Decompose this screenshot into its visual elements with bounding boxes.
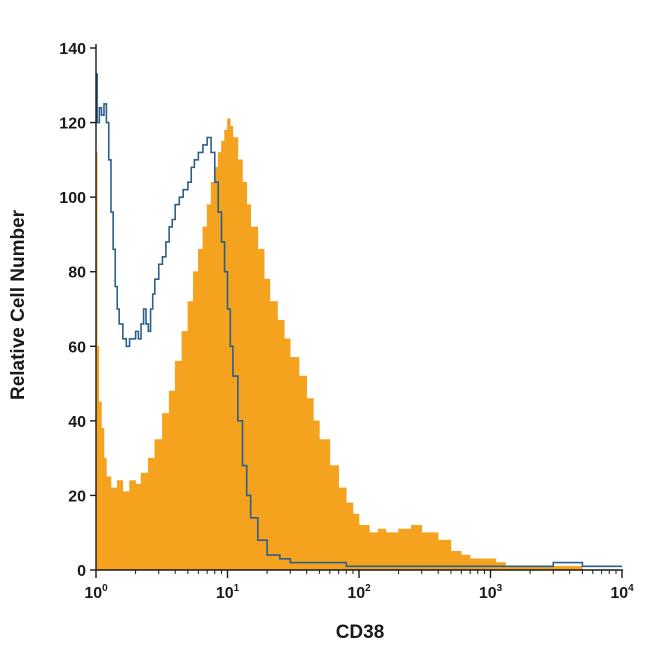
y-tick-label: 140 bbox=[59, 41, 86, 58]
x-tick-label: 101 bbox=[216, 583, 240, 602]
filled-histogram-area bbox=[95, 118, 622, 571]
y-tick-label: 100 bbox=[59, 190, 86, 207]
ticks-layer: 0 20 40 60 80 100 120 140 100 101 102 103 104 bbox=[59, 41, 634, 602]
y-tick-label: 0 bbox=[77, 563, 86, 580]
y-axis-title: Relative Cell Number bbox=[8, 209, 29, 400]
outline-histogram-line bbox=[96, 73, 622, 568]
x-tick-label: 102 bbox=[347, 583, 371, 602]
x-axis-title: CD38 bbox=[336, 622, 385, 643]
series-filled-histogram bbox=[95, 118, 622, 571]
series-outline-histogram bbox=[96, 73, 622, 568]
series-layer bbox=[95, 73, 622, 571]
y-tick-label: 80 bbox=[68, 265, 86, 282]
x-tick-label: 100 bbox=[84, 583, 108, 602]
x-tick-label: 103 bbox=[479, 583, 503, 602]
y-tick-label: 40 bbox=[68, 414, 86, 431]
y-tick-label: 120 bbox=[59, 116, 86, 133]
y-tick-label: 60 bbox=[68, 339, 86, 356]
y-tick-label: 20 bbox=[68, 488, 86, 505]
x-tick-label: 104 bbox=[610, 583, 634, 602]
